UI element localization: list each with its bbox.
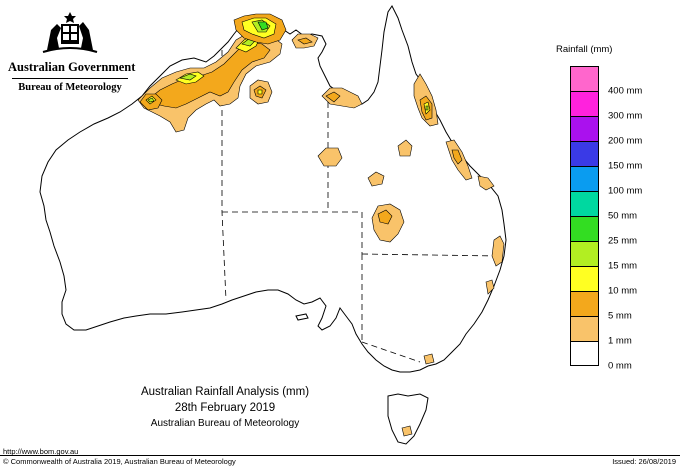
nsw-vic-border — [361, 341, 421, 363]
rain-area — [397, 139, 413, 157]
legend-swatch — [570, 316, 599, 341]
map-date: 28th February 2019 — [174, 402, 276, 414]
legend-title: Rainfall (mm) — [556, 44, 613, 55]
legend-label: 50 mm — [608, 210, 638, 222]
legend-swatch — [570, 191, 599, 216]
legend-swatches — [570, 66, 599, 366]
tasmania-outline — [387, 393, 429, 445]
kangaroo-island-outline — [295, 313, 309, 321]
legend-label: 200 mm — [608, 135, 643, 147]
legend-swatch — [570, 66, 599, 91]
legend-label: 300 mm — [608, 110, 643, 122]
rain-area — [451, 149, 463, 165]
legend-label: 100 mm — [608, 185, 643, 197]
rain-area — [257, 89, 263, 95]
legend-label: 15 mm — [608, 260, 638, 272]
rain-area — [297, 37, 313, 45]
rain-area — [147, 97, 155, 103]
legend-label: 1 mm — [608, 335, 632, 347]
rain-area — [401, 425, 413, 437]
legend-swatch — [570, 266, 599, 291]
rain-area — [477, 175, 495, 191]
rainfall-map — [39, 5, 507, 445]
legend-swatch — [570, 291, 599, 316]
issued-date: Issued: 26/08/2019 — [612, 457, 676, 466]
australia-mainland-outline — [39, 5, 507, 373]
bureau-name: Bureau of Meteorology — [18, 82, 122, 93]
legend-label: 5 mm — [608, 310, 632, 322]
legend-label: 10 mm — [608, 285, 638, 297]
government-logo: Australian Government Bureau of Meteorol… — [8, 10, 136, 93]
rain-area — [377, 209, 393, 225]
legend-label: 400 mm — [608, 85, 643, 97]
rain-area — [423, 353, 435, 365]
rain-area — [257, 21, 269, 31]
map-title: Australian Rainfall Analysis (mm) — [140, 386, 310, 398]
footer-divider — [0, 455, 680, 456]
coat-of-arms-icon — [42, 12, 98, 53]
website-link[interactable]: http://www.bom.gov.au — [3, 447, 79, 456]
legend-label: 150 mm — [608, 160, 643, 172]
rain-area — [325, 91, 341, 103]
header-divider — [12, 78, 128, 79]
legend-swatch — [570, 241, 599, 266]
government-name: Australian Government — [8, 60, 136, 74]
map-subtitle: Australian Bureau of Meteorology — [150, 418, 300, 429]
rain-area — [485, 279, 495, 295]
rain-area — [425, 105, 429, 111]
legend-swatch — [570, 341, 599, 366]
rain-area — [367, 171, 385, 187]
rain-area — [491, 235, 505, 267]
rain-area — [178, 73, 197, 81]
legend-label: 25 mm — [608, 235, 638, 247]
legend-swatch — [570, 141, 599, 166]
legend-swatch — [570, 91, 599, 116]
copyright-text: © Commonwealth of Australia 2019, Austra… — [3, 457, 236, 466]
legend-swatch — [570, 216, 599, 241]
legend-swatch — [570, 116, 599, 141]
legend-label: 0 mm — [608, 360, 632, 372]
legend-swatch — [570, 166, 599, 191]
qld-nsw-border — [361, 253, 501, 257]
rain-area — [317, 147, 343, 167]
map-title-block: Australian Rainfall Analysis (mm) 28th F… — [130, 386, 320, 429]
